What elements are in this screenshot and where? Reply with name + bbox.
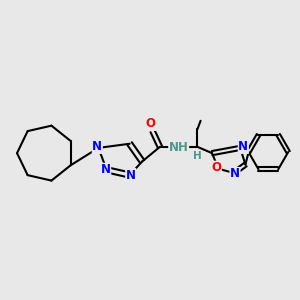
Text: O: O — [146, 117, 155, 130]
Text: H: H — [193, 151, 202, 161]
Text: N: N — [238, 140, 248, 153]
Text: N: N — [92, 140, 102, 153]
Text: N: N — [126, 169, 136, 182]
Text: NH: NH — [169, 141, 189, 154]
Text: N: N — [230, 167, 240, 181]
Text: N: N — [101, 163, 111, 176]
Text: O: O — [211, 161, 221, 174]
